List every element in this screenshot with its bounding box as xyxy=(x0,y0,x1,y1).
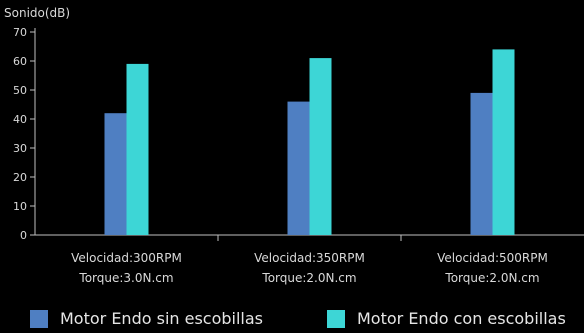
bar-con-escobillas xyxy=(309,58,332,235)
legend: Motor Endo sin escobillas Motor Endo con… xyxy=(0,305,584,333)
y-tick-label: 50 xyxy=(13,84,27,97)
bar-sin-escobillas xyxy=(287,101,310,235)
legend-swatch-sin-escobillas xyxy=(30,309,48,328)
y-tick-label: 30 xyxy=(13,142,27,155)
legend-swatch-con-escobillas xyxy=(327,309,345,328)
bar-chart-svg: Sonido(dB) 0 10 20 30 40 50 60 70 Velocidad:300RP… xyxy=(4,6,584,285)
y-tick-label: 60 xyxy=(13,55,27,68)
legend-item-con-escobillas: Motor Endo con escobillas xyxy=(327,309,566,328)
legend-label-sin-escobillas: Motor Endo sin escobillas xyxy=(60,309,264,328)
legend-label-con-escobillas: Motor Endo con escobillas xyxy=(357,309,566,328)
y-axis-label: Sonido(dB) xyxy=(4,6,70,20)
y-tick-label: 10 xyxy=(13,200,27,213)
x-category-label: Torque:3.0N.cm xyxy=(78,271,173,285)
x-category-label: Velocidad:350RPM xyxy=(254,251,365,265)
x-category-label: Velocidad:300RPM xyxy=(71,251,182,265)
bar-sin-escobillas xyxy=(470,92,493,236)
y-tick-label: 0 xyxy=(20,229,27,242)
bar-sin-escobillas xyxy=(104,113,127,235)
x-category-label: Torque:2.0N.cm xyxy=(261,271,356,285)
bar-con-escobillas xyxy=(126,63,149,236)
x-category-label: Velocidad:500RPM xyxy=(437,251,548,265)
x-category-label: Torque:2.0N.cm xyxy=(444,271,539,285)
bar-con-escobillas xyxy=(492,49,515,236)
y-tick-label: 40 xyxy=(13,113,27,126)
y-tick-label: 70 xyxy=(13,26,27,39)
y-tick-label: 20 xyxy=(13,171,27,184)
legend-item-sin-escobillas: Motor Endo sin escobillas xyxy=(30,309,263,328)
